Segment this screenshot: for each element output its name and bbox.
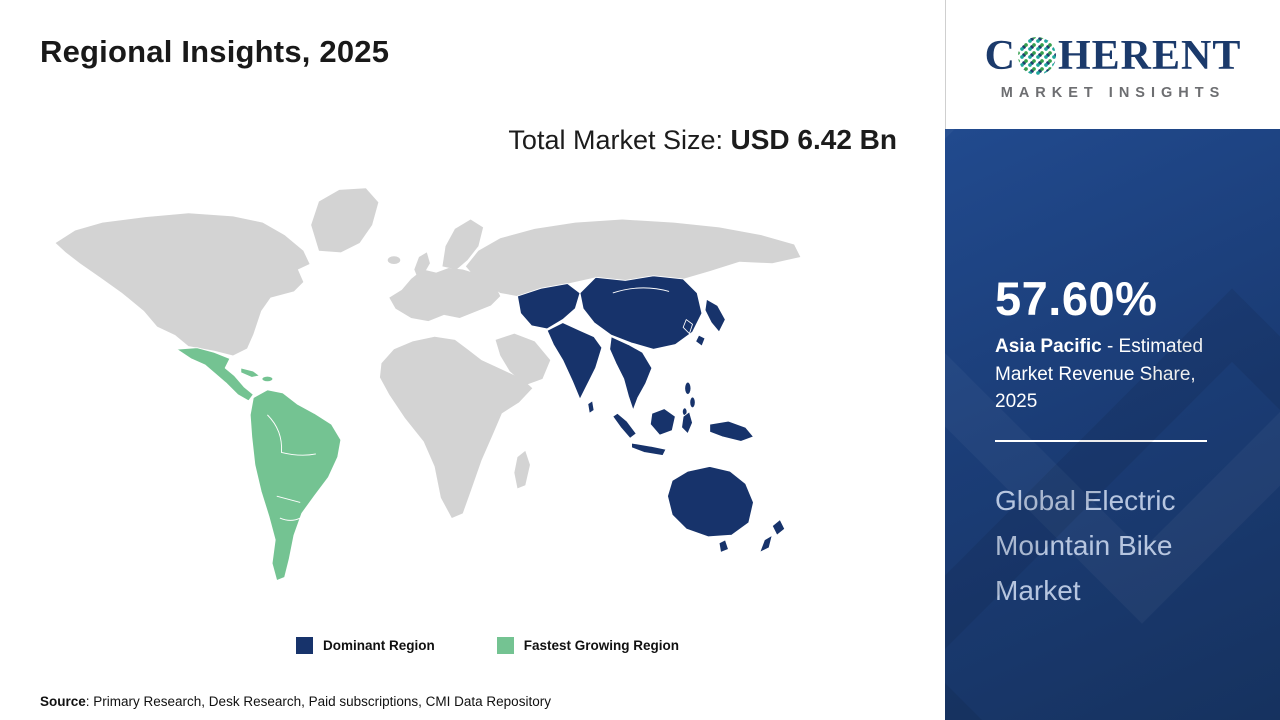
source-label: Source [40, 694, 86, 709]
main-content: Regional Insights, 2025 Total Market Siz… [0, 34, 945, 709]
hispaniola [261, 375, 274, 383]
new-guinea [709, 420, 754, 442]
china-mongolia [579, 275, 703, 350]
revenue-share-region: Asia Pacific [995, 336, 1102, 357]
highlight-panel: 57.60% Asia Pacific - Estimated Market R… [945, 129, 1280, 720]
new-zealand-north [771, 519, 786, 536]
middle-east [495, 333, 551, 386]
java [631, 442, 667, 456]
dominant-region-label: Dominant Region [323, 638, 435, 653]
source-note: Source: Primary Research, Desk Research,… [40, 694, 551, 709]
map-legend: Dominant Region Fastest Growing Region [296, 637, 679, 654]
world-map [55, 188, 801, 581]
logo-wordmark: C HERENT [985, 35, 1242, 77]
mongolia-border [612, 287, 670, 294]
south-america [249, 389, 342, 581]
region-latin-america [176, 347, 342, 581]
mexico-central-america [176, 347, 254, 402]
region-asia-pacific [517, 275, 786, 553]
north-america [55, 213, 310, 356]
logo-letter-c: C [984, 32, 1016, 79]
revenue-share-description: Asia Pacific - Estimated Market Revenue … [995, 333, 1233, 416]
sri-lanka [587, 400, 595, 414]
country-borders [267, 287, 670, 521]
legend-item-fastest: Fastest Growing Region [496, 637, 680, 654]
panel-divider [995, 439, 1207, 442]
southeast-asia [609, 336, 653, 411]
page-title: Regional Insights, 2025 [40, 34, 390, 69]
sumatra [612, 412, 637, 439]
market-size-value: USD 6.42 Bn [730, 124, 898, 155]
logo-letters-rest: HERENT [1057, 32, 1242, 79]
market-size-label: Total Market Size: [508, 125, 731, 155]
fastest-growing-region-swatch [496, 637, 514, 654]
madagascar [514, 450, 530, 489]
india [546, 322, 603, 400]
world-map-container [28, 182, 810, 612]
total-market-size: Total Market Size: USD 6.42 Bn [0, 124, 945, 156]
philippines-luzon [684, 381, 692, 395]
brand-logo: C HERENT MARKET INSIGHTS [945, 0, 1280, 129]
brazil-border [267, 414, 316, 456]
central-asia [517, 283, 581, 330]
argentina-border [279, 517, 301, 521]
revenue-share-value: 57.60% [995, 272, 1158, 325]
tasmania [718, 539, 729, 553]
africa [379, 336, 533, 519]
right-sidebar: C HERENT MARKET INSIGHTS 57.60% Asia Pac… [945, 0, 1280, 720]
united-kingdom [414, 252, 430, 278]
russia [465, 219, 801, 297]
scandinavia [442, 219, 484, 270]
cuba [240, 367, 261, 378]
fastest-growing-region-label: Fastest Growing Region [523, 638, 680, 653]
legend-item-dominant: Dominant Region [296, 637, 435, 654]
europe [389, 267, 501, 322]
korea [682, 319, 693, 335]
source-text: : Primary Research, Desk Research, Paid … [85, 694, 551, 709]
iceland [387, 256, 401, 265]
highlight-panel-content: 57.60% Asia Pacific - Estimated Market R… [945, 129, 1280, 614]
australia [667, 466, 754, 538]
philippines-visayas [689, 396, 696, 409]
new-zealand-south [759, 534, 773, 553]
sulawesi [681, 411, 693, 435]
borneo [649, 408, 676, 436]
report-title: Global Electric Mountain Bike Market [995, 484, 1176, 607]
logo-tagline: MARKET INSIGHTS [1000, 84, 1226, 101]
bolivia-border [276, 495, 301, 503]
japan-main [704, 298, 726, 333]
region-rest-of-world [55, 188, 801, 519]
logo-mosaic-globe-icon [1017, 36, 1056, 75]
greenland [311, 188, 379, 253]
japan-south [695, 334, 706, 347]
dominant-region-swatch [296, 637, 313, 654]
